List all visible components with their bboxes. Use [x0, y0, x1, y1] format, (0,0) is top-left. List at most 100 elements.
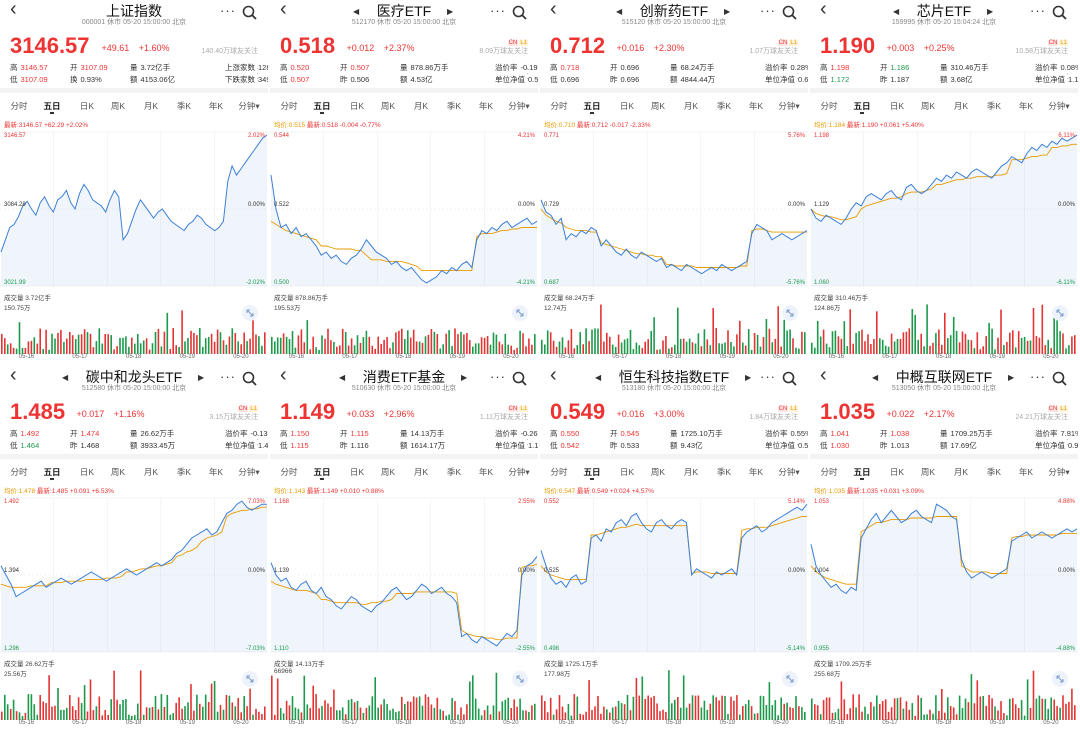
- tab-period[interactable]: 周K: [650, 467, 666, 477]
- expand-icon[interactable]: [1052, 671, 1068, 687]
- tab-period[interactable]: 季K: [446, 101, 462, 111]
- tab-period[interactable]: 周K: [380, 467, 396, 477]
- back-arrow-icon[interactable]: ‹: [10, 0, 17, 20]
- next-arrow-icon[interactable]: ▶: [1008, 373, 1015, 382]
- tab-period[interactable]: 五日: [575, 100, 609, 114]
- tab-period[interactable]: 五日: [845, 100, 879, 114]
- stats-more-icon[interactable]: · · ·: [1066, 63, 1069, 83]
- more-icon[interactable]: ···: [760, 369, 776, 384]
- tab-period[interactable]: 日K: [79, 101, 95, 111]
- tab-period[interactable]: 季K: [986, 467, 1002, 477]
- stats-more-icon[interactable]: · · ·: [796, 429, 799, 449]
- tab-period[interactable]: 月K: [683, 467, 699, 477]
- tab-period[interactable]: 分时: [820, 101, 838, 111]
- tab-period[interactable]: 分钟▾: [238, 467, 260, 477]
- next-arrow-icon[interactable]: ▶: [724, 7, 731, 16]
- tab-period[interactable]: 月K: [953, 467, 969, 477]
- prev-arrow-icon[interactable]: ◀: [62, 373, 69, 382]
- tab-period[interactable]: 分钟▾: [1048, 101, 1070, 111]
- tab-period[interactable]: 日K: [619, 467, 635, 477]
- search-icon[interactable]: [512, 371, 527, 386]
- back-arrow-icon[interactable]: ‹: [550, 366, 557, 386]
- tab-period[interactable]: 月K: [683, 101, 699, 111]
- prev-arrow-icon[interactable]: ◀: [893, 7, 900, 16]
- tab-period[interactable]: 季K: [716, 467, 732, 477]
- tab-period[interactable]: 日K: [79, 467, 95, 477]
- tab-period[interactable]: 季K: [176, 101, 192, 111]
- next-arrow-icon[interactable]: ▶: [198, 373, 205, 382]
- tab-period[interactable]: 月K: [413, 467, 429, 477]
- tab-period[interactable]: 年K: [208, 101, 224, 111]
- tab-period[interactable]: 分钟▾: [508, 101, 530, 111]
- expand-icon[interactable]: [242, 305, 258, 321]
- tab-period[interactable]: 分时: [10, 467, 28, 477]
- search-icon[interactable]: [242, 5, 257, 20]
- tab-period[interactable]: 周K: [650, 101, 666, 111]
- more-icon[interactable]: ···: [490, 3, 506, 18]
- search-icon[interactable]: [1052, 5, 1067, 20]
- tab-period[interactable]: 年K: [208, 467, 224, 477]
- tab-period[interactable]: 季K: [986, 101, 1002, 111]
- tab-period[interactable]: 年K: [478, 467, 494, 477]
- prev-arrow-icon[interactable]: ◀: [616, 7, 623, 16]
- next-arrow-icon[interactable]: ▶: [461, 373, 468, 382]
- back-arrow-icon[interactable]: ‹: [820, 0, 827, 20]
- more-icon[interactable]: ···: [220, 3, 236, 18]
- prev-arrow-icon[interactable]: ◀: [353, 7, 360, 16]
- back-arrow-icon[interactable]: ‹: [820, 366, 827, 386]
- more-icon[interactable]: ···: [220, 369, 236, 384]
- back-arrow-icon[interactable]: ‹: [280, 366, 287, 386]
- tab-period[interactable]: 周K: [110, 467, 126, 477]
- tab-period[interactable]: 周K: [920, 467, 936, 477]
- stats-more-icon[interactable]: · · ·: [256, 63, 259, 83]
- tab-period[interactable]: 分钟▾: [238, 101, 260, 111]
- tab-period[interactable]: 五日: [575, 466, 609, 480]
- expand-icon[interactable]: [1052, 305, 1068, 321]
- next-arrow-icon[interactable]: ▶: [447, 7, 454, 16]
- tab-period[interactable]: 五日: [845, 466, 879, 480]
- search-icon[interactable]: [1052, 371, 1067, 386]
- search-icon[interactable]: [512, 5, 527, 20]
- back-arrow-icon[interactable]: ‹: [280, 0, 287, 20]
- tab-period[interactable]: 五日: [305, 466, 339, 480]
- tab-period[interactable]: 年K: [1018, 101, 1034, 111]
- stats-more-icon[interactable]: · · ·: [526, 63, 529, 83]
- tab-period[interactable]: 季K: [716, 101, 732, 111]
- back-arrow-icon[interactable]: ‹: [10, 366, 17, 386]
- stats-more-icon[interactable]: · · ·: [1066, 429, 1069, 449]
- tab-period[interactable]: 分时: [550, 467, 568, 477]
- tab-period[interactable]: 季K: [176, 467, 192, 477]
- tab-period[interactable]: 五日: [35, 466, 69, 480]
- tab-period[interactable]: 分时: [550, 101, 568, 111]
- tab-period[interactable]: 月K: [143, 101, 159, 111]
- next-arrow-icon[interactable]: ▶: [745, 373, 752, 382]
- tab-period[interactable]: 分时: [280, 467, 298, 477]
- tab-period[interactable]: 年K: [478, 101, 494, 111]
- expand-icon[interactable]: [512, 671, 528, 687]
- stats-more-icon[interactable]: · · ·: [526, 429, 529, 449]
- more-icon[interactable]: ···: [490, 369, 506, 384]
- tab-period[interactable]: 分钟▾: [508, 467, 530, 477]
- more-icon[interactable]: ···: [1030, 3, 1046, 18]
- back-arrow-icon[interactable]: ‹: [550, 0, 557, 20]
- expand-icon[interactable]: [512, 305, 528, 321]
- tab-period[interactable]: 分时: [10, 101, 28, 111]
- more-icon[interactable]: ···: [760, 3, 776, 18]
- prev-arrow-icon[interactable]: ◀: [595, 373, 602, 382]
- tab-period[interactable]: 日K: [889, 467, 905, 477]
- tab-period[interactable]: 月K: [953, 101, 969, 111]
- next-arrow-icon[interactable]: ▶: [987, 7, 994, 16]
- tab-period[interactable]: 年K: [1018, 467, 1034, 477]
- expand-icon[interactable]: [242, 671, 258, 687]
- expand-icon[interactable]: [782, 671, 798, 687]
- tab-period[interactable]: 月K: [143, 467, 159, 477]
- tab-period[interactable]: 日K: [889, 101, 905, 111]
- search-icon[interactable]: [782, 5, 797, 20]
- tab-period[interactable]: 分钟▾: [778, 467, 800, 477]
- search-icon[interactable]: [782, 371, 797, 386]
- tab-period[interactable]: 周K: [380, 101, 396, 111]
- prev-arrow-icon[interactable]: ◀: [339, 373, 346, 382]
- tab-period[interactable]: 年K: [748, 467, 764, 477]
- tab-period[interactable]: 周K: [920, 101, 936, 111]
- tab-period[interactable]: 分时: [820, 467, 838, 477]
